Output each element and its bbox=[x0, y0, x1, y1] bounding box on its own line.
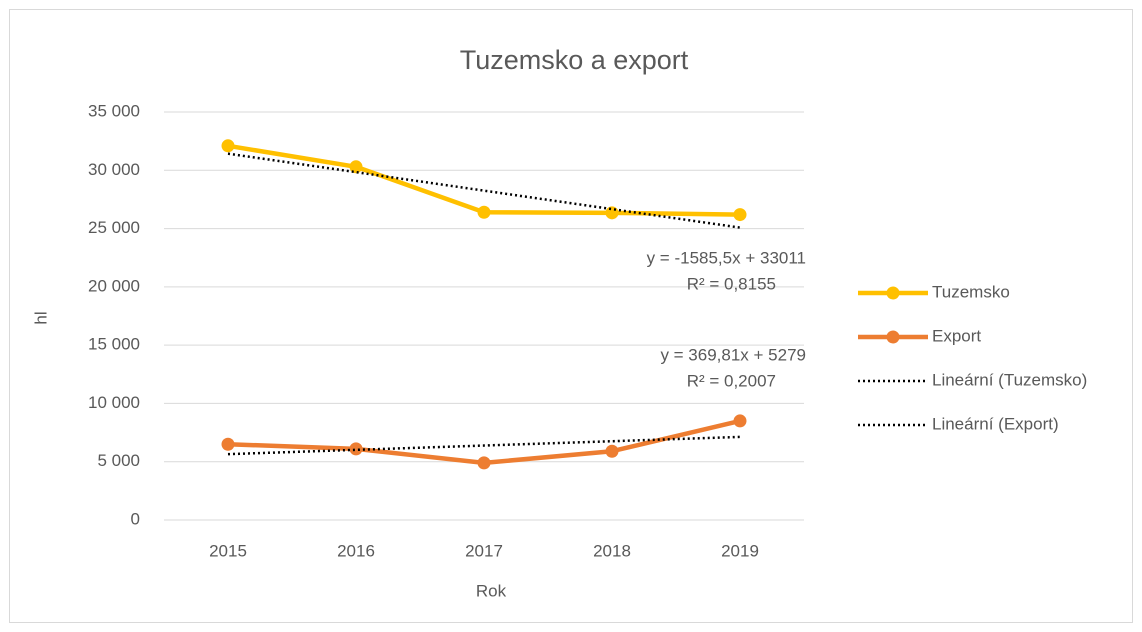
data-point bbox=[605, 444, 619, 458]
data-point bbox=[477, 456, 491, 470]
y-tick-label: 0 bbox=[131, 509, 140, 528]
data-point bbox=[605, 206, 619, 220]
data-point bbox=[733, 208, 747, 222]
trendline-equation: R² = 0,8155 bbox=[687, 274, 776, 293]
y-tick-label: 20 000 bbox=[88, 276, 140, 295]
legend-label: Lineární (Tuzemsko) bbox=[932, 370, 1087, 389]
data-point bbox=[349, 160, 363, 174]
trendline-equation: y = 369,81x + 5279 bbox=[660, 345, 806, 364]
x-tick-label: 2019 bbox=[721, 541, 759, 560]
x-tick-label: 2016 bbox=[337, 541, 375, 560]
data-point bbox=[733, 414, 747, 428]
x-axis-title: Rok bbox=[476, 581, 507, 600]
trendline-equation: y = -1585,5x + 33011 bbox=[647, 248, 806, 267]
legend-marker bbox=[886, 286, 900, 300]
data-point bbox=[349, 442, 363, 456]
x-tick-label: 2015 bbox=[209, 541, 247, 560]
legend-label: Tuzemsko bbox=[932, 282, 1010, 301]
y-axis-title: hl bbox=[31, 311, 50, 324]
y-tick-label: 10 000 bbox=[88, 393, 140, 412]
legend-label: Export bbox=[932, 326, 981, 345]
data-point bbox=[221, 437, 235, 451]
trendline bbox=[227, 435, 741, 456]
x-tick-label: 2018 bbox=[593, 541, 631, 560]
chart-title: Tuzemsko a export bbox=[460, 45, 689, 75]
chart-border bbox=[9, 9, 1133, 623]
y-tick-label: 25 000 bbox=[88, 218, 140, 237]
legend-marker bbox=[886, 330, 900, 344]
y-tick-label: 35 000 bbox=[88, 101, 140, 120]
data-point bbox=[221, 139, 235, 153]
y-tick-label: 5 000 bbox=[97, 451, 140, 470]
trendline-equation: R² = 0,2007 bbox=[687, 371, 776, 390]
y-tick-label: 15 000 bbox=[88, 335, 140, 354]
y-tick-label: 30 000 bbox=[88, 160, 140, 179]
trendline bbox=[227, 152, 741, 229]
data-point bbox=[477, 205, 491, 219]
x-tick-label: 2017 bbox=[465, 541, 503, 560]
legend-label: Lineární (Export) bbox=[932, 414, 1059, 433]
